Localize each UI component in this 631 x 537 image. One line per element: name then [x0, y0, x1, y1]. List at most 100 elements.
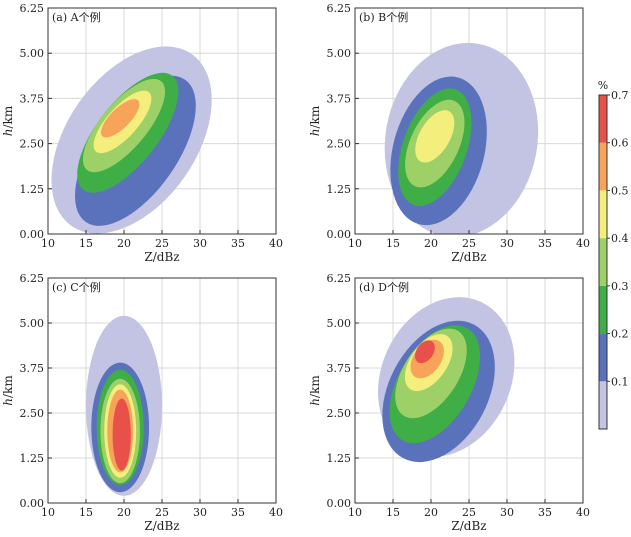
y-tick-label: 3.75 [327, 92, 352, 105]
y-tick-label: 6.25 [20, 272, 45, 285]
x-tick-label: 10 [348, 506, 362, 519]
x-tick-label: 25 [462, 506, 476, 519]
x-axis-label: Z/dBz [144, 519, 179, 533]
x-tick-label: 30 [193, 506, 207, 519]
x-tick-label: 15 [79, 506, 93, 519]
colorbar: 0.1 0.2 0.3 0.4 0.5 0.6 0.7% [598, 79, 629, 430]
y-axis-var: h [1, 398, 15, 406]
y-axis-unit: /km [308, 105, 322, 128]
colorbar-tick-label: 0.4 [611, 232, 629, 245]
colorbar-segment [599, 381, 607, 429]
x-tick-label: 10 [41, 506, 55, 519]
y-tick-label: 6.25 [20, 2, 45, 15]
x-tick-label: 40 [269, 506, 283, 519]
y-tick-label: 5.00 [327, 47, 352, 60]
y-axis-label: h/km [308, 375, 322, 406]
y-axis-var: h [1, 128, 15, 136]
colorbar-tick-label: 0.7 [611, 89, 629, 102]
panel-d: 10 15 20 25 30 35 40 0.00 1.25 2.50 3.75 5.00 6.25 Z/… [308, 272, 590, 533]
y-axis-var: h [308, 128, 322, 136]
colorbar-segment [599, 285, 607, 334]
y-tick-label: 0.00 [20, 497, 45, 510]
x-tick-label: 20 [117, 506, 131, 519]
y-tick-label: 2.50 [20, 138, 45, 151]
y-tick-label: 3.75 [20, 92, 45, 105]
colorbar-segment [599, 238, 607, 286]
colorbar-tick-label: 0.5 [611, 184, 629, 197]
x-tick-label: 35 [231, 506, 245, 519]
colorbar-segment [599, 95, 607, 143]
heatmap-field [377, 297, 515, 463]
x-tick-label: 25 [462, 237, 476, 250]
y-tick-label: 1.25 [327, 183, 352, 196]
panel-c: 10 15 20 25 30 35 40 0.00 1.25 2.50 3.75 5.00 6.25 Z/… [1, 272, 283, 533]
panel-label: (d) D个例 [359, 280, 409, 294]
colorbar-frame [598, 94, 608, 430]
x-tick-label: 30 [500, 506, 514, 519]
x-tick-label: 20 [117, 237, 131, 250]
y-tick-label: 1.25 [20, 183, 45, 196]
y-tick-label: 0.00 [20, 228, 45, 241]
y-axis-unit: /km [1, 105, 15, 128]
panel-label: (c) C个例 [52, 280, 101, 294]
y-tick-label: 2.50 [327, 138, 352, 151]
x-tick-label: 20 [424, 237, 438, 250]
contour-level-5 [100, 99, 140, 138]
y-axis-unit: /km [308, 375, 322, 398]
contour-level-6 [414, 340, 435, 364]
x-tick-label: 35 [538, 237, 552, 250]
y-axis-label: h/km [1, 105, 15, 136]
y-tick-label: 5.00 [20, 317, 45, 330]
y-tick-label: 2.50 [327, 407, 352, 420]
x-tick-label: 35 [231, 237, 245, 250]
x-tick-label: 20 [424, 506, 438, 519]
y-tick-label: 5.00 [20, 47, 45, 60]
colorbar-tick-label: 0.2 [611, 328, 629, 341]
colorbar-segment [599, 333, 607, 382]
colorbar-tick-label: 0.3 [611, 280, 629, 293]
x-tick-label: 30 [193, 237, 207, 250]
panel-b: 10 15 20 25 30 35 40 0.00 1.25 2.50 3.75 5.00 6.25 Z/… [308, 2, 590, 264]
colorbar-tick-label: 0.6 [611, 137, 629, 150]
colorbar-unit: % [598, 79, 608, 92]
y-tick-label: 6.25 [327, 272, 352, 285]
y-tick-label: 3.75 [327, 362, 352, 375]
x-tick-label: 40 [576, 237, 590, 250]
x-tick-label: 25 [155, 506, 169, 519]
heatmap-field [51, 46, 212, 234]
y-tick-label: 1.25 [20, 452, 45, 465]
colorbar-segment [599, 142, 607, 191]
y-axis-label: h/km [1, 375, 15, 406]
contour-level-6 [112, 398, 131, 471]
x-tick-label: 30 [500, 237, 514, 250]
heatmap-field [86, 315, 162, 496]
y-tick-label: 5.00 [327, 317, 352, 330]
y-tick-label: 6.25 [327, 2, 352, 15]
panel-label: (b) B个例 [359, 10, 408, 24]
y-tick-label: 2.50 [20, 407, 45, 420]
x-axis-label: Z/dBz [144, 250, 179, 264]
x-tick-label: 25 [155, 237, 169, 250]
x-tick-label: 40 [576, 506, 590, 519]
colorbar-segment [599, 190, 607, 239]
y-tick-label: 3.75 [20, 362, 45, 375]
y-axis-var: h [308, 398, 322, 406]
x-tick-label: 15 [386, 506, 400, 519]
panel-a: 10 15 20 25 30 35 40 0.00 1.25 2.50 3.75 5.00 6.25 Z/… [1, 2, 283, 264]
x-axis-label: Z/dBz [451, 519, 486, 533]
x-tick-label: 35 [538, 506, 552, 519]
contour-level-4 [415, 110, 455, 163]
x-tick-label: 10 [348, 237, 362, 250]
y-tick-label: 1.25 [327, 452, 352, 465]
heatmap-field [384, 42, 539, 234]
colorbar-tick-label: 0.1 [611, 375, 629, 388]
y-tick-label: 0.00 [327, 228, 352, 241]
panel-label: (a) A个例 [52, 10, 101, 24]
x-axis-label: Z/dBz [451, 250, 486, 264]
x-tick-label: 10 [41, 237, 55, 250]
y-axis-unit: /km [1, 375, 15, 398]
x-tick-label: 40 [269, 237, 283, 250]
x-tick-label: 15 [386, 237, 400, 250]
x-tick-label: 15 [79, 237, 93, 250]
